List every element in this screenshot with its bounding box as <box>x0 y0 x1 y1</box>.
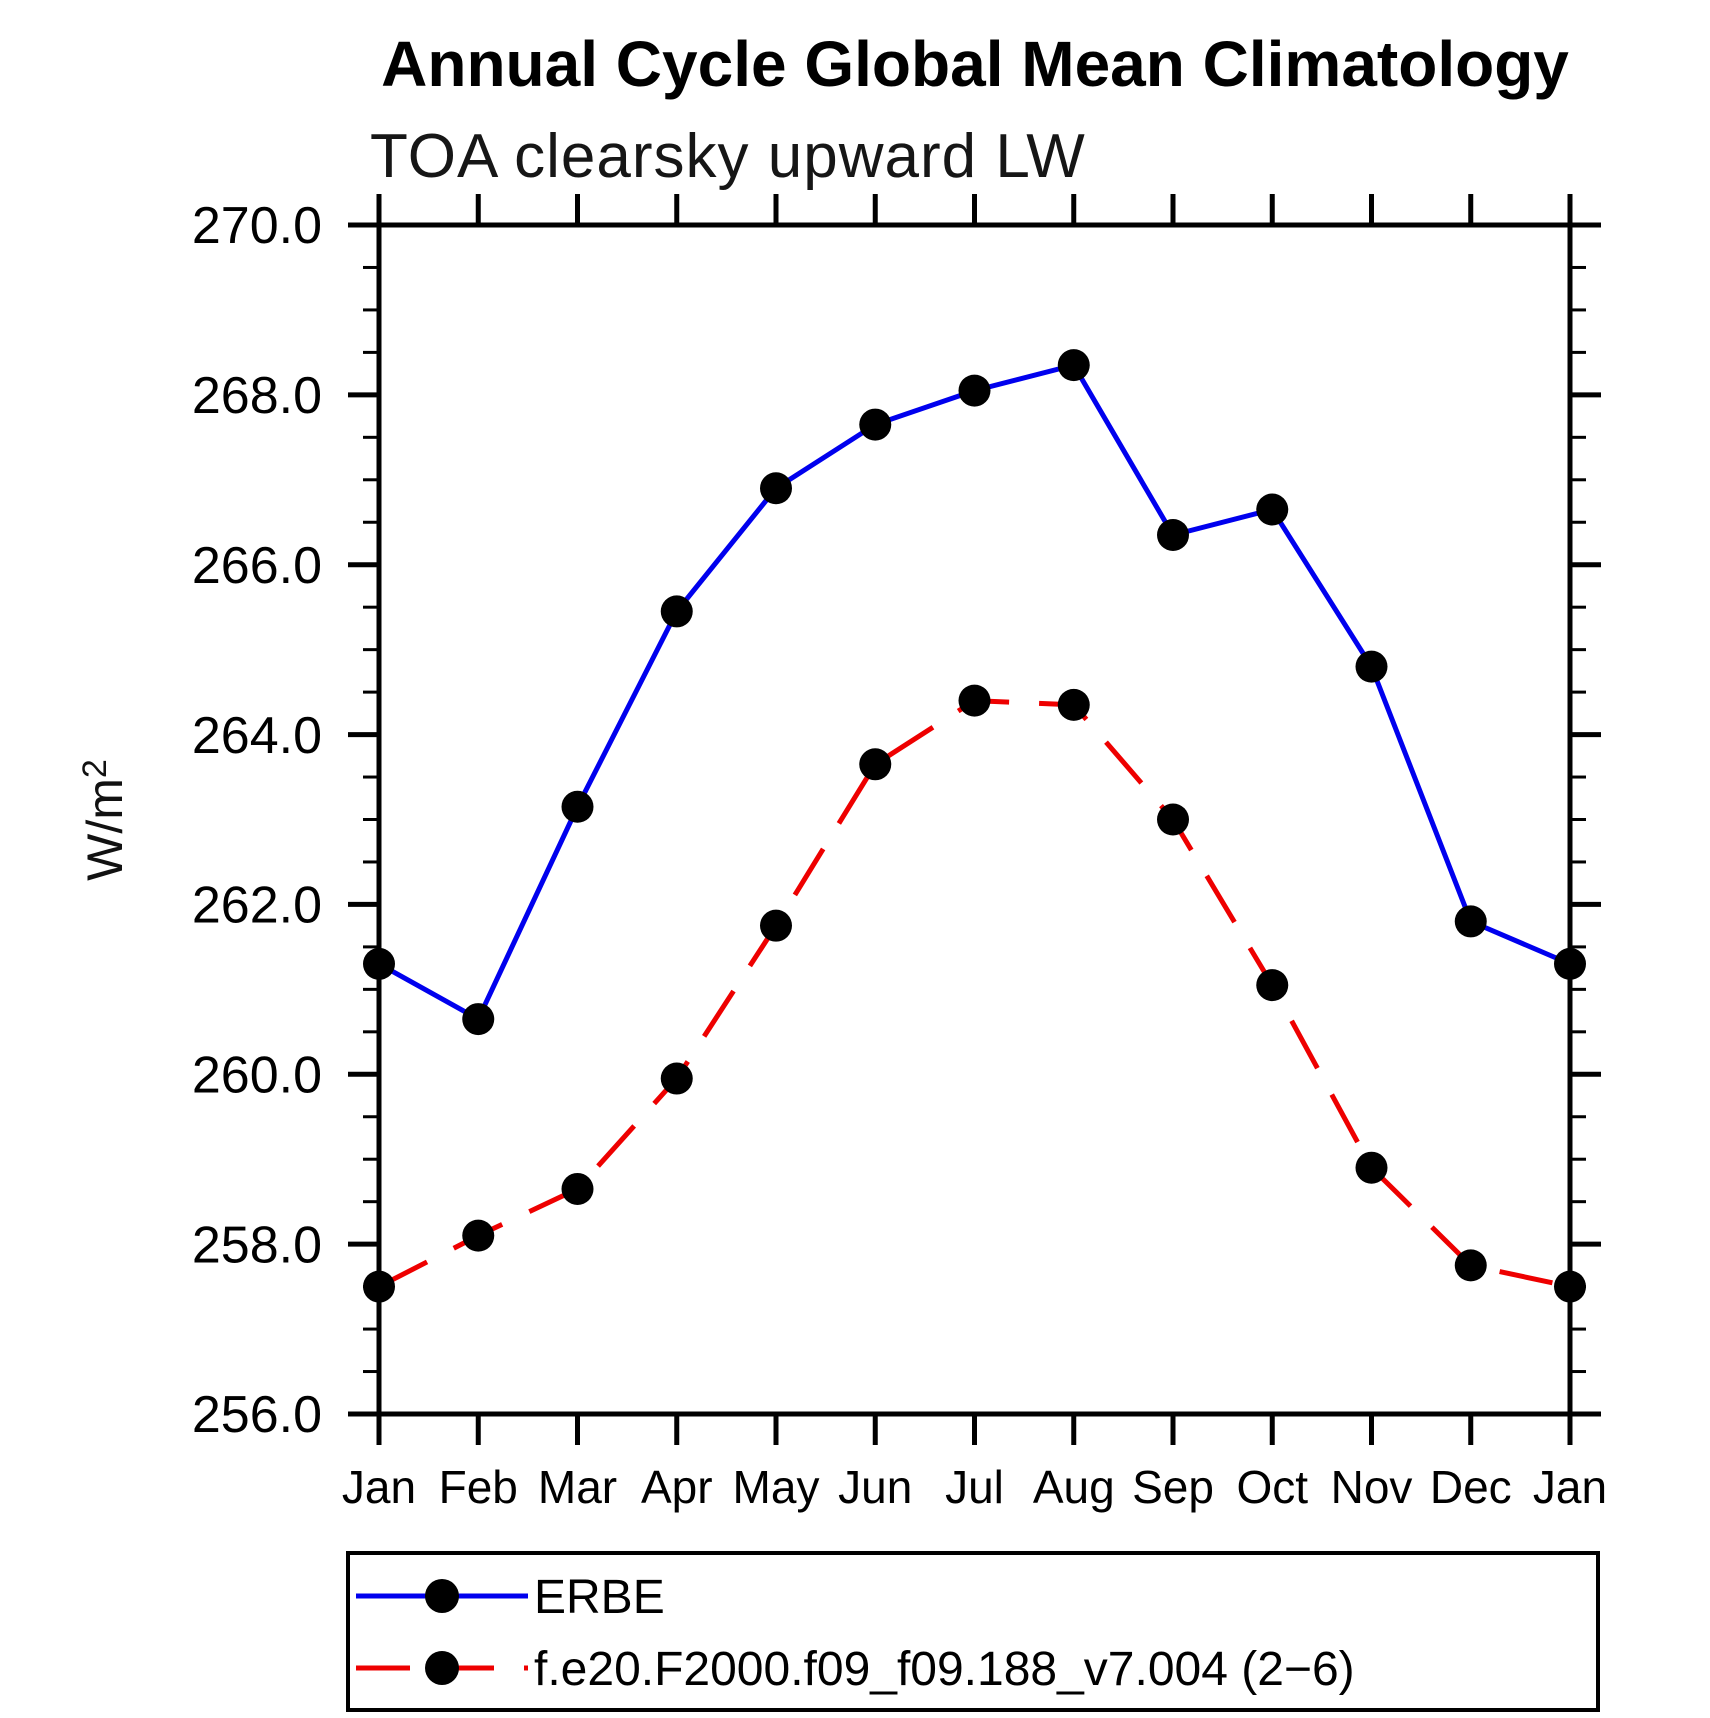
data-point <box>958 374 991 407</box>
x-tick-label: Feb <box>439 1461 518 1513</box>
data-point <box>859 748 892 781</box>
legend-sample-marker <box>425 1579 459 1613</box>
y-tick-label: 266.0 <box>192 537 322 595</box>
data-point <box>660 1062 693 1095</box>
y-tick-label: 264.0 <box>192 707 322 765</box>
x-tick-label: Aug <box>1033 1461 1115 1513</box>
x-tick-label: Nov <box>1331 1461 1413 1513</box>
y-tick-label: 256.0 <box>192 1386 322 1444</box>
x-tick-label: Oct <box>1236 1461 1308 1513</box>
x-tick-label: Sep <box>1132 1461 1214 1513</box>
x-tick-label: Jul <box>945 1461 1004 1513</box>
data-point <box>363 947 395 980</box>
chart-subtitle: TOA clearsky upward LW <box>370 122 1086 191</box>
data-point <box>1355 650 1388 683</box>
y-tick-label: 270.0 <box>192 197 322 255</box>
x-tick-label: Mar <box>538 1461 617 1513</box>
legend-label: ERBE <box>534 1571 665 1624</box>
x-tick-label: Jan <box>1533 1461 1607 1513</box>
x-tick-label: Apr <box>641 1461 713 1513</box>
x-tick-label: Dec <box>1430 1461 1512 1513</box>
axes: 270.0 268.0 266.0 264.0 262.0 260.0 258.0 256.0… <box>192 194 1607 1513</box>
data-point <box>1256 493 1289 526</box>
data-point <box>760 909 792 942</box>
data-point <box>1057 688 1090 721</box>
x-tick-label: Jun <box>838 1461 912 1513</box>
y-tick-label: 262.0 <box>192 877 322 935</box>
data-point <box>462 1003 495 1036</box>
y-axis-label: W/m2 <box>76 759 133 881</box>
data-point <box>958 684 991 717</box>
x-tick-label: Jan <box>342 1461 416 1513</box>
data-point <box>1454 905 1487 938</box>
data-point <box>1355 1151 1388 1184</box>
data-point <box>1057 349 1090 382</box>
y-tick-label: 268.0 <box>192 367 322 425</box>
x-tick-label: May <box>733 1461 820 1513</box>
data-point <box>1157 518 1189 551</box>
data-point <box>1554 1270 1586 1303</box>
data-point <box>1256 969 1289 1002</box>
data-point <box>760 472 792 505</box>
legend-sample-marker <box>425 1651 459 1685</box>
data-point <box>561 790 594 823</box>
data-point <box>859 408 892 441</box>
data-point <box>561 1172 594 1205</box>
y-tick-label: 258.0 <box>192 1216 322 1274</box>
chart-title: Annual Cycle Global Mean Climatology <box>381 28 1569 100</box>
series <box>363 349 1586 1303</box>
data-point <box>363 1270 395 1303</box>
legend: ERBE f.e20.F2000.f09_f09.188_v7.004 (2−6) <box>346 1551 1600 1712</box>
y-tick-label: 260.0 <box>192 1046 322 1104</box>
series-line-model <box>377 698 1571 1290</box>
legend-box <box>346 1551 1600 1712</box>
data-point <box>462 1219 495 1252</box>
data-point <box>660 595 693 628</box>
data-point <box>1454 1249 1487 1282</box>
data-point <box>1157 803 1189 836</box>
legend-label: f.e20.F2000.f09_f09.188_v7.004 (2−6) <box>534 1643 1355 1696</box>
data-point <box>1554 947 1586 980</box>
